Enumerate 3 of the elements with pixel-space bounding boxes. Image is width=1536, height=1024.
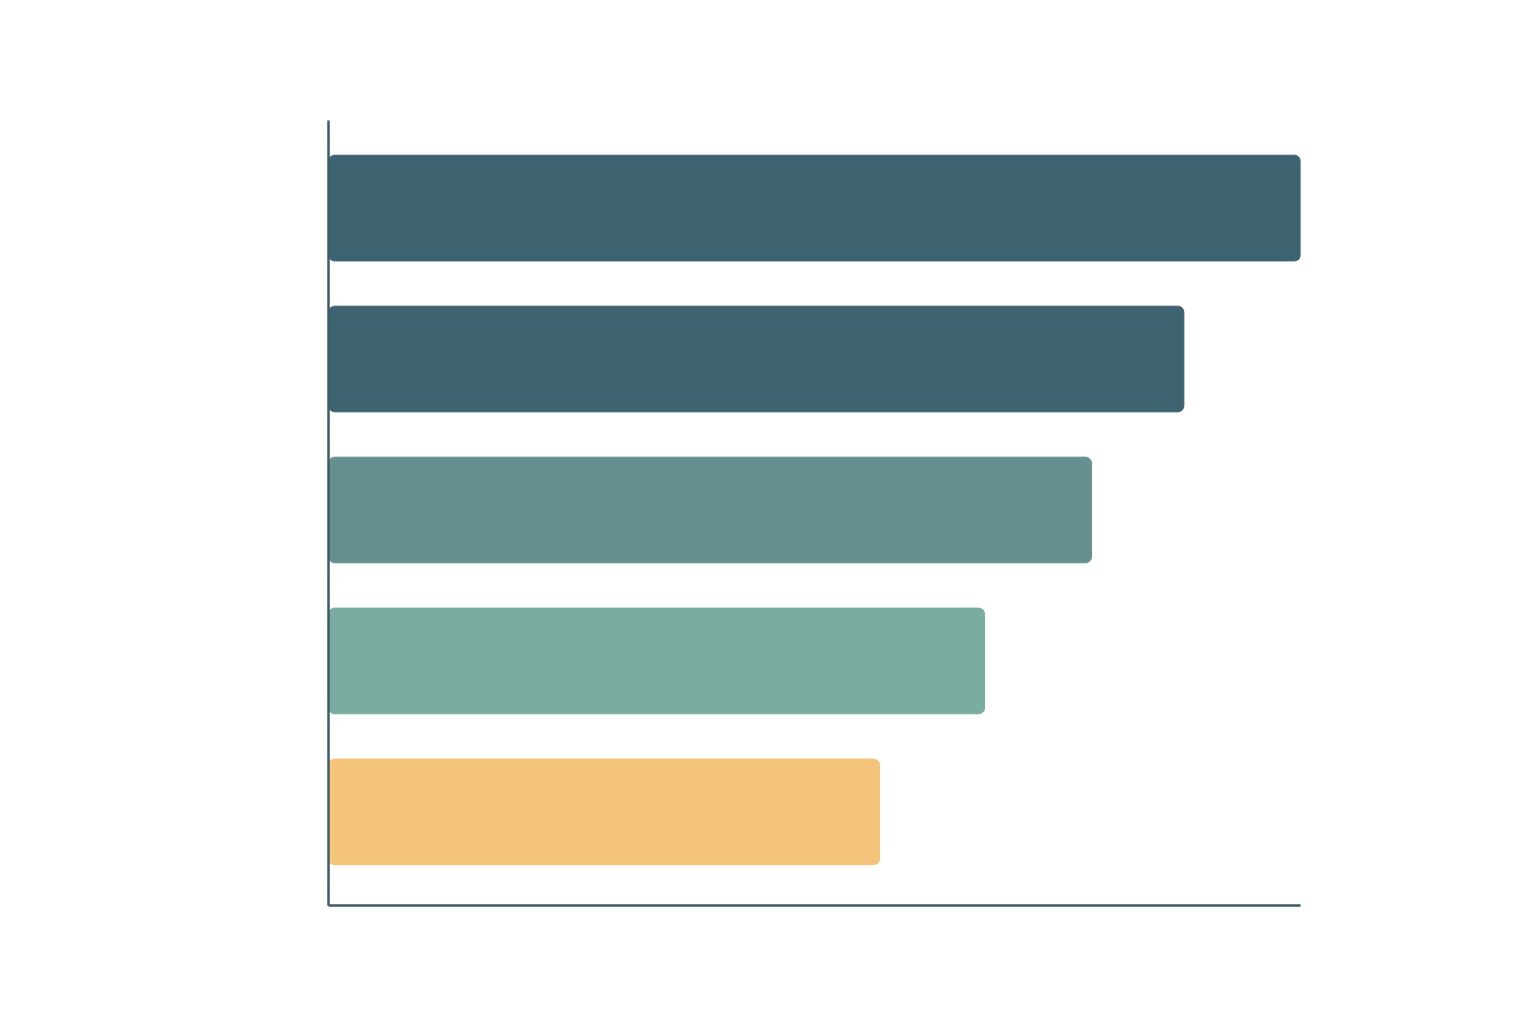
bar <box>328 456 1093 564</box>
bar <box>328 758 881 866</box>
bar <box>328 607 986 715</box>
